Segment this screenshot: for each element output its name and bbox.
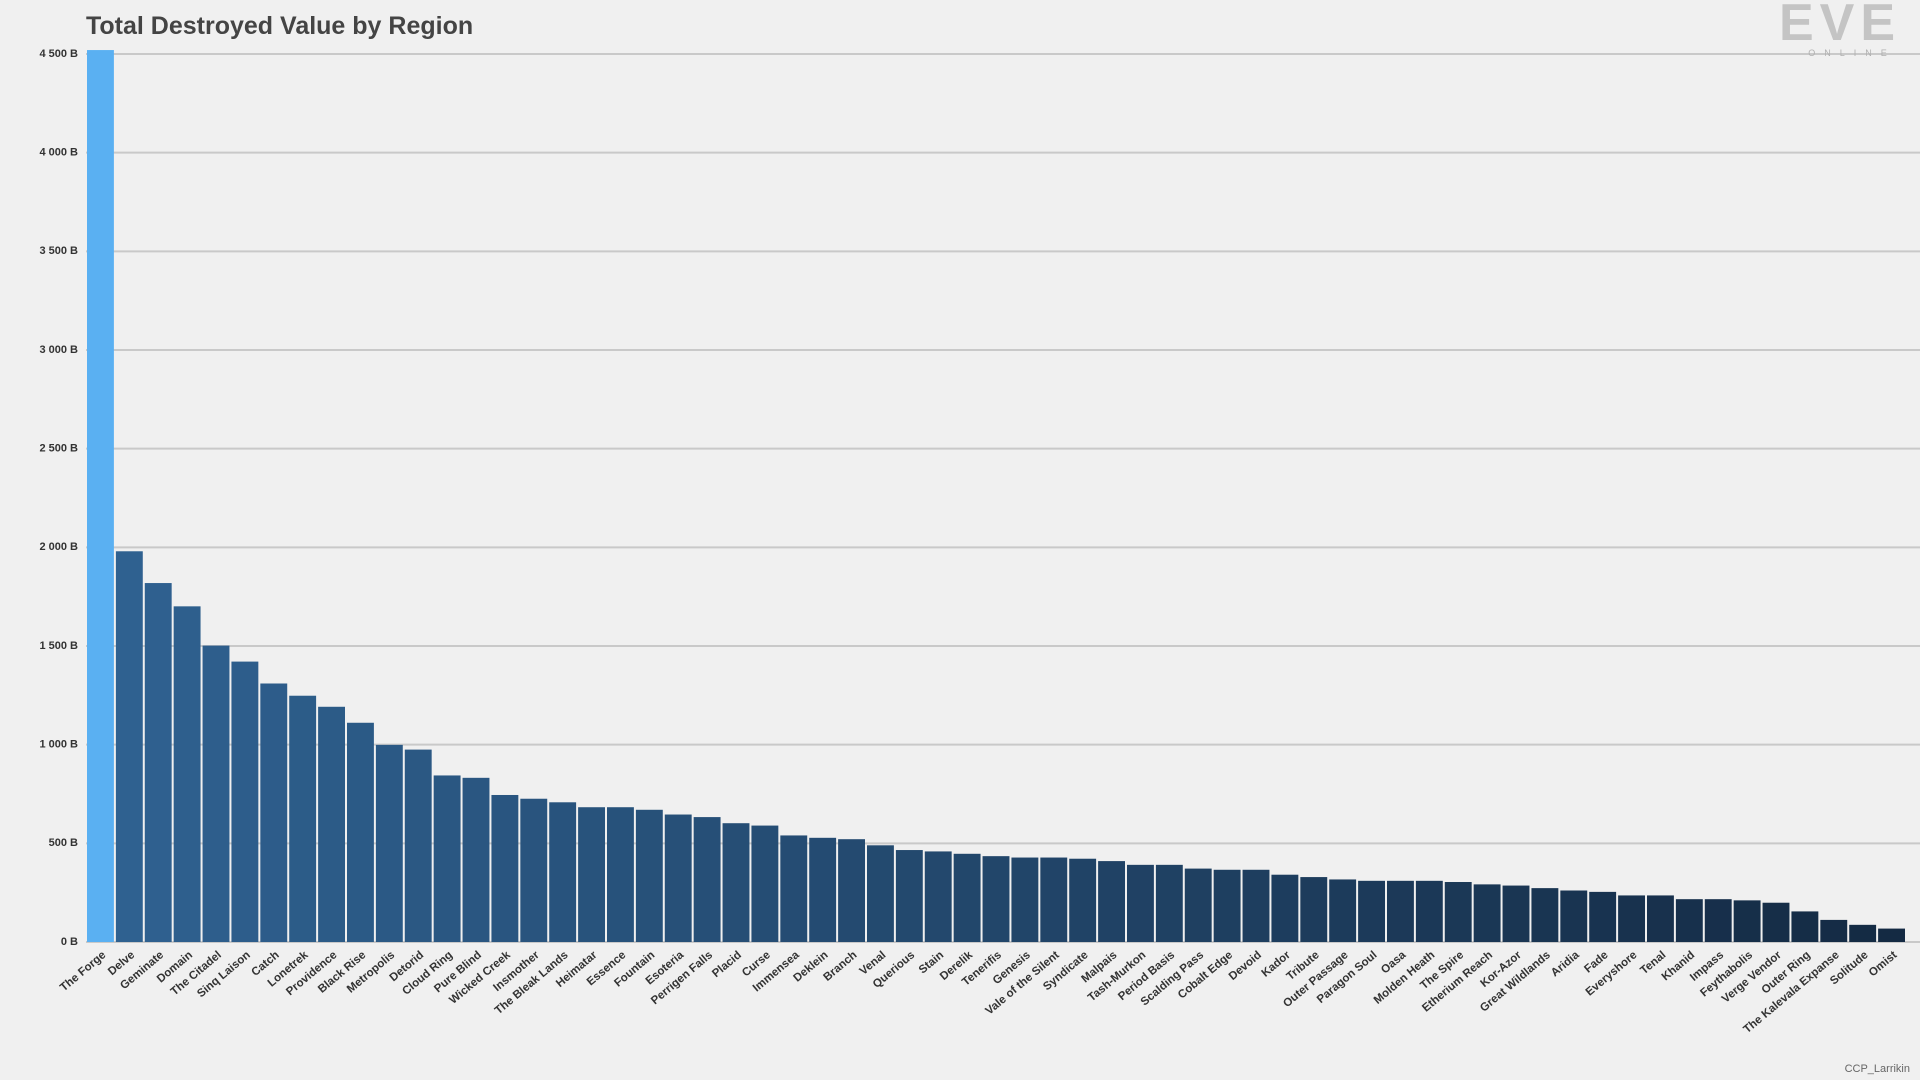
bar	[144, 583, 172, 942]
bar	[1733, 900, 1761, 942]
bar	[751, 825, 779, 942]
bar	[115, 551, 143, 942]
y-tick-label: 0 B	[61, 936, 78, 948]
bar	[1473, 884, 1501, 942]
y-tick-label: 4 000 B	[39, 147, 78, 159]
bar	[1647, 895, 1674, 942]
bars	[87, 50, 1905, 942]
bar	[924, 851, 952, 942]
bar	[318, 706, 345, 942]
logo: EVE	[1779, 0, 1901, 52]
bar	[491, 794, 519, 942]
bar	[1040, 857, 1068, 942]
bar	[260, 683, 288, 942]
bar	[1184, 868, 1212, 942]
bar	[433, 775, 461, 942]
bar	[578, 807, 605, 942]
bar	[1878, 928, 1905, 942]
bar	[375, 744, 403, 942]
bar	[1444, 882, 1472, 942]
bar	[664, 814, 692, 942]
bar	[1242, 869, 1270, 942]
bar	[982, 856, 1010, 942]
y-tick-label: 1 500 B	[39, 640, 78, 652]
bar	[1329, 879, 1357, 942]
y-tick-label: 1 000 B	[39, 739, 78, 751]
x-tick-label: The Forge	[58, 949, 108, 994]
bar	[809, 837, 837, 942]
bar	[1791, 911, 1819, 942]
bar	[202, 645, 230, 942]
bar	[1675, 899, 1703, 942]
bar	[1589, 891, 1617, 942]
bar	[347, 722, 374, 942]
bar	[1069, 858, 1097, 942]
bar	[549, 802, 577, 942]
y-tick-label: 4 500 B	[39, 48, 78, 60]
x-tick-label: Aridia	[1549, 949, 1582, 980]
bar	[780, 835, 808, 942]
bar	[1820, 919, 1848, 942]
bar	[1271, 874, 1299, 942]
bar	[462, 777, 490, 942]
x-tick-label: Omist	[1867, 949, 1900, 979]
x-tick-label: Everyshore	[1584, 949, 1640, 998]
y-tick-label: 3 500 B	[39, 245, 78, 257]
logo-sub: ONLINE	[1808, 48, 1896, 58]
bar	[1762, 902, 1790, 942]
y-tick-label: 3 000 B	[39, 344, 78, 356]
bar	[289, 695, 317, 942]
bar	[1213, 869, 1241, 942]
bar	[520, 798, 548, 942]
bar	[231, 661, 259, 942]
bar	[1387, 880, 1414, 942]
bar	[953, 853, 981, 942]
bar	[722, 823, 750, 942]
bar	[838, 839, 865, 942]
x-tick-label: Placid	[710, 949, 744, 980]
bar	[1127, 864, 1154, 942]
bar	[1704, 899, 1732, 942]
bar	[1300, 877, 1328, 942]
bar	[1011, 857, 1039, 942]
bar	[1502, 885, 1530, 942]
bar	[895, 850, 923, 942]
bar	[87, 50, 114, 942]
bar	[635, 809, 663, 942]
bar	[1415, 880, 1443, 942]
bar	[1358, 880, 1385, 942]
bar	[607, 807, 634, 942]
credit: CCP_Larrikin	[1845, 1063, 1910, 1075]
chart-title: Total Destroyed Value by Region	[86, 12, 473, 40]
x-tick-label: Devoid	[1227, 949, 1264, 983]
bar	[1098, 861, 1125, 942]
bar	[1560, 890, 1588, 942]
bar	[173, 606, 201, 942]
bar	[1531, 888, 1559, 942]
bar	[1155, 864, 1183, 942]
y-tick-label: 500 B	[49, 837, 78, 849]
bar	[1849, 924, 1877, 942]
bar	[1618, 895, 1645, 942]
bar	[404, 749, 432, 942]
bar	[867, 845, 894, 942]
y-tick-label: 2 000 B	[39, 541, 78, 553]
y-tick-label: 2 500 B	[39, 443, 78, 455]
bar	[693, 817, 721, 942]
